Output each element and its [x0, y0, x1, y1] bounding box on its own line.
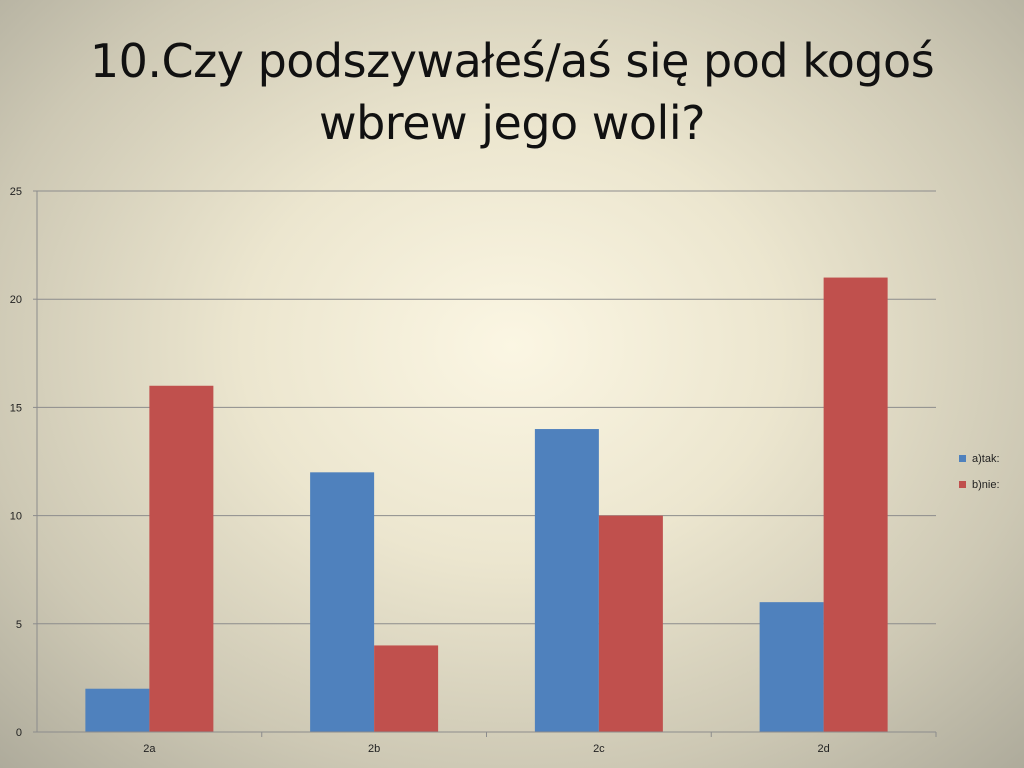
legend-swatch-tak	[959, 455, 966, 462]
legend-swatch-nie	[959, 481, 966, 488]
legend-label-tak: a)tak:	[972, 453, 1000, 465]
legend: a)tak: b)nie:	[959, 453, 1000, 491]
bar-tak-2b	[310, 472, 375, 732]
bar-nie-2d	[823, 277, 888, 732]
y-tick-label: 0	[16, 727, 22, 739]
bar-nie-2a	[149, 385, 214, 732]
bars	[85, 277, 888, 732]
y-tick-label: 20	[10, 294, 22, 306]
slide-title-line-1: 10.Czy podszywałeś/aś się pod kogoś	[89, 34, 935, 88]
bar-nie-2b	[374, 645, 439, 732]
bar-nie-2c	[598, 515, 663, 732]
legend-label-nie: b)nie:	[972, 479, 1000, 491]
y-tick-label: 15	[10, 402, 22, 414]
x-tick-label: 2c	[593, 743, 605, 755]
y-tick-label: 10	[10, 511, 22, 523]
x-tick-label: 2d	[818, 743, 830, 755]
y-tick-label: 25	[10, 186, 22, 198]
slide-title-line-2: wbrew jego woli?	[318, 96, 706, 150]
bar-tak-2d	[759, 602, 824, 732]
slide-title: 10.Czy podszywałeś/aś się pod kogoś wbre…	[40, 30, 984, 154]
x-tick-label: 2b	[368, 743, 380, 755]
x-tick-label: 2a	[143, 743, 156, 755]
axes: 0 5 10 15 20 25 2a 2b 2c 2d	[10, 186, 937, 755]
y-tick-label: 5	[16, 619, 22, 631]
bar-tak-2a	[85, 688, 150, 732]
bar-tak-2c	[534, 429, 599, 732]
